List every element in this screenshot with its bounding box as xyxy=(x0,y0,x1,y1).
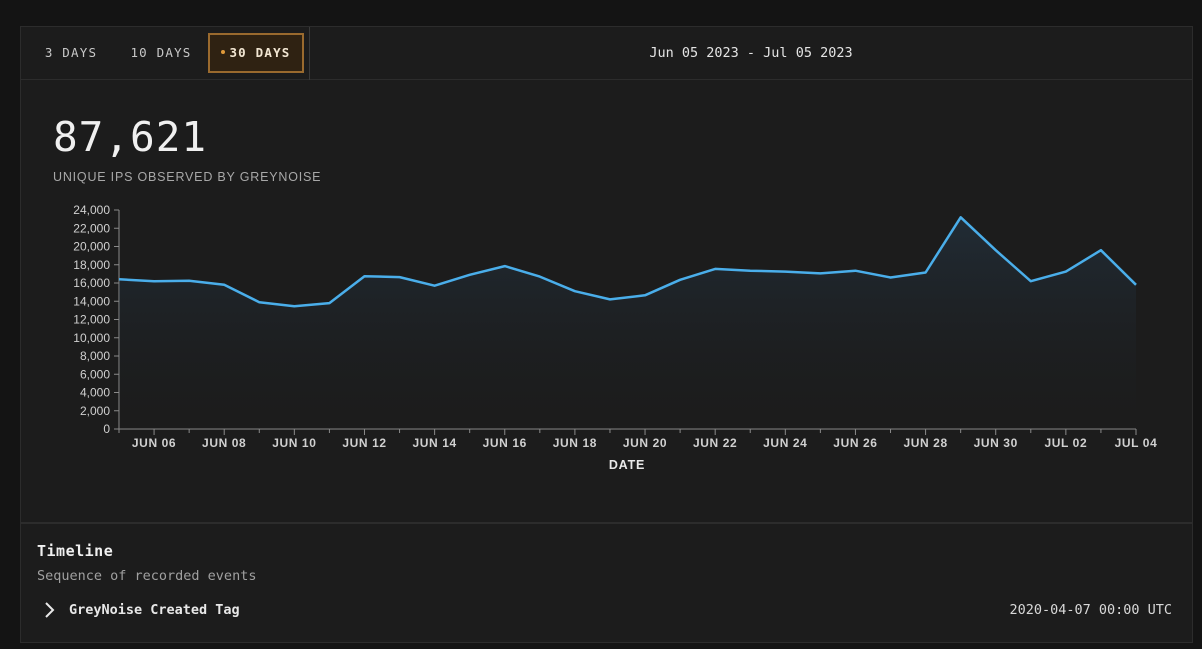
data-point xyxy=(398,275,402,279)
range-10-days-button[interactable]: 10 DAYS xyxy=(121,33,201,73)
ips-chart: 0 2,000 4,000 6,000 8,000 10,000 12,000 14,000 1… xyxy=(73,203,1158,472)
x-tick-label: JUL 02 xyxy=(1044,436,1087,450)
y-tick-label: 2,000 xyxy=(80,404,110,418)
x-axis-title: DATE xyxy=(609,458,645,472)
data-point xyxy=(468,273,472,277)
data-point xyxy=(433,284,437,288)
data-point xyxy=(643,293,647,297)
data-point xyxy=(994,248,998,252)
y-tick-label: 18,000 xyxy=(73,258,110,272)
data-point xyxy=(1099,248,1103,252)
x-tick-label: JUN 28 xyxy=(903,436,947,450)
data-point xyxy=(257,300,261,304)
y-tick-label: 16,000 xyxy=(73,276,110,290)
timeline-title: Timeline xyxy=(37,542,114,560)
data-point xyxy=(1064,270,1068,274)
range-3-days-label: 3 DAYS xyxy=(44,45,98,60)
x-tick-label: JUN 18 xyxy=(553,436,597,450)
unique-ips-caption: UNIQUE IPS OBSERVED BY GREYNOISE xyxy=(53,170,322,184)
data-point xyxy=(117,277,121,281)
data-point xyxy=(1134,283,1138,287)
range-30-days-label: 30 DAYS xyxy=(229,45,291,60)
data-point xyxy=(292,304,296,308)
x-tick-label: JUN 24 xyxy=(763,436,807,450)
data-point xyxy=(608,297,612,301)
series-line xyxy=(118,216,1137,308)
timeline-item-label: GreyNoise Created Tag xyxy=(69,602,240,618)
data-point xyxy=(713,267,717,271)
active-dot-icon xyxy=(221,49,226,54)
y-tick-label: 14,000 xyxy=(73,294,110,308)
toolbar: 3 DAYS 10 DAYS 30 DAYS Jun 05 2023 - Jul… xyxy=(21,27,1192,80)
range-10-days-label: 10 DAYS xyxy=(130,45,192,60)
data-point xyxy=(959,215,963,219)
x-tick-label: JUN 22 xyxy=(693,436,737,450)
data-point xyxy=(362,274,366,278)
y-tick-label: 6,000 xyxy=(80,367,110,381)
data-point xyxy=(853,269,857,273)
date-range-label: Jun 05 2023 - Jul 05 2023 xyxy=(649,45,853,61)
data-point xyxy=(327,301,331,305)
x-tick-label: JUN 16 xyxy=(483,436,527,450)
x-tick-label: JUN 30 xyxy=(974,436,1018,450)
data-point xyxy=(152,279,156,283)
x-axis: JUN 06 JUN 08 JUN 10 JUN 12 JUN 14 JUN 16 JUN … xyxy=(118,428,1158,450)
timeline-section: Timeline Sequence of recorded events Gre… xyxy=(21,522,1192,642)
data-point xyxy=(783,270,787,274)
data-point xyxy=(924,271,928,275)
timeline-item[interactable]: GreyNoise Created Tag 2020-04-07 00:00 U… xyxy=(37,598,1172,622)
y-tick-label: 22,000 xyxy=(73,221,110,235)
timeline-subtitle: Sequence of recorded events xyxy=(37,568,257,584)
x-tick-label: JUN 20 xyxy=(623,436,667,450)
y-tick-label: 24,000 xyxy=(73,203,110,217)
range-30-days-button[interactable]: 30 DAYS xyxy=(208,33,304,73)
series-area xyxy=(119,217,1136,429)
data-point xyxy=(187,279,191,283)
unique-ips-count: 87,621 xyxy=(53,113,208,161)
data-point xyxy=(573,289,577,293)
y-tick-label: 20,000 xyxy=(73,240,110,254)
y-axis: 0 2,000 4,000 6,000 8,000 10,000 12,000 14,000 1… xyxy=(73,203,120,436)
y-tick-label: 4,000 xyxy=(80,386,110,400)
data-point xyxy=(1029,279,1033,283)
data-point xyxy=(748,269,752,273)
x-tick-label: JUL 04 xyxy=(1115,436,1158,450)
data-point xyxy=(538,275,542,279)
data-point xyxy=(818,271,822,275)
x-tick-label: JUN 08 xyxy=(202,436,246,450)
y-tick-label: 10,000 xyxy=(73,331,110,345)
x-tick-label: JUN 14 xyxy=(412,436,456,450)
x-tick-label: JUN 12 xyxy=(342,436,386,450)
data-point xyxy=(678,278,682,282)
y-tick-label: 12,000 xyxy=(73,313,110,327)
timeline-item-time: 2020-04-07 00:00 UTC xyxy=(1009,602,1172,618)
range-selector: 3 DAYS 10 DAYS 30 DAYS xyxy=(21,27,310,80)
range-3-days-button[interactable]: 3 DAYS xyxy=(35,33,107,73)
data-point xyxy=(503,264,507,268)
stats-panel: 3 DAYS 10 DAYS 30 DAYS Jun 05 2023 - Jul… xyxy=(20,26,1193,643)
y-tick-label: 8,000 xyxy=(80,349,110,363)
data-point xyxy=(222,283,226,287)
x-tick-label: JUN 26 xyxy=(833,436,877,450)
data-point xyxy=(889,276,893,280)
x-tick-label: JUN 06 xyxy=(132,436,176,450)
x-tick-label: JUN 10 xyxy=(272,436,316,450)
chevron-right-icon xyxy=(45,602,55,618)
y-tick-label: 0 xyxy=(103,422,110,436)
